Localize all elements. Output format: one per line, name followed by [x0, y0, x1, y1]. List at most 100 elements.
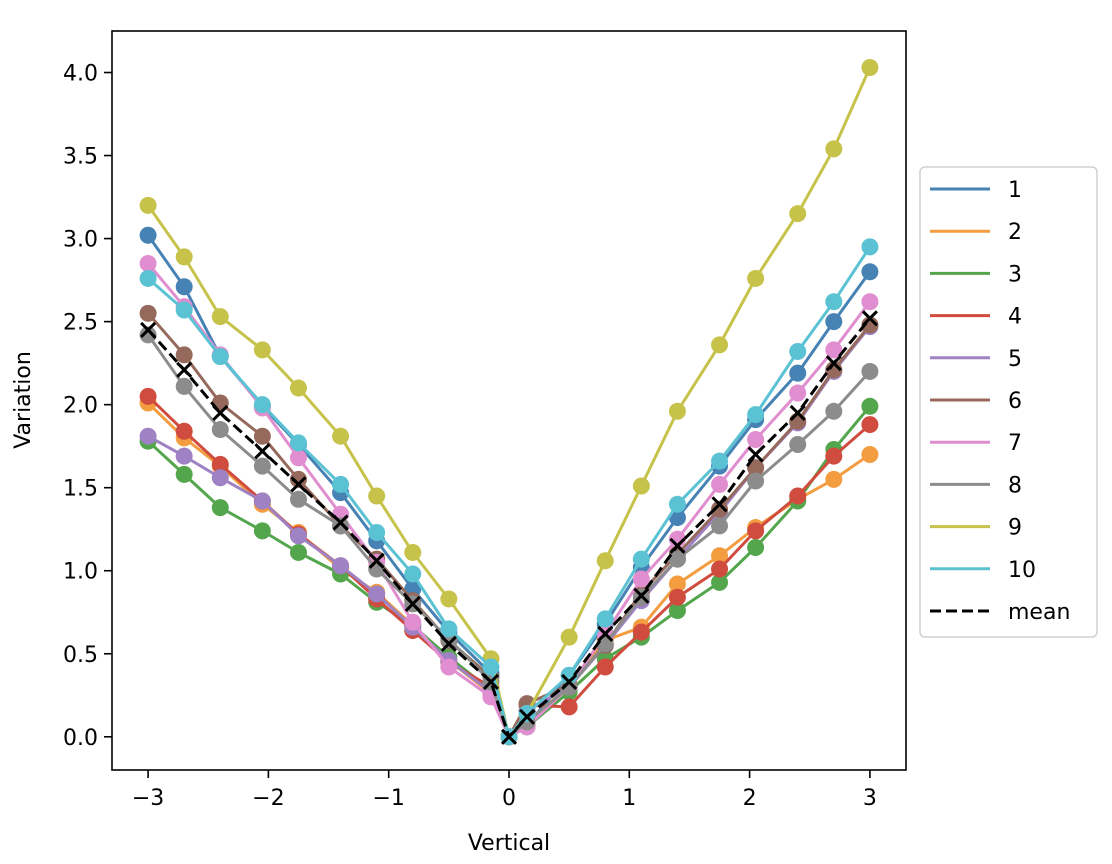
y-axis-label: Variation	[11, 351, 36, 449]
data-point	[747, 538, 765, 556]
data-point	[711, 547, 729, 565]
data-point	[825, 341, 843, 359]
data-point	[560, 678, 578, 696]
mean-point	[500, 728, 518, 745]
data-point	[139, 427, 157, 445]
mean-point	[561, 673, 578, 691]
data-point	[711, 573, 729, 591]
data-point	[747, 522, 765, 540]
data-point	[211, 421, 229, 439]
data-point	[332, 475, 350, 493]
mean-point	[789, 404, 806, 422]
series-line-10	[147, 246, 872, 739]
data-point	[368, 560, 386, 578]
data-point	[211, 455, 229, 473]
data-point	[211, 469, 229, 487]
data-point	[861, 263, 879, 281]
data-point	[175, 346, 193, 364]
data-point	[825, 447, 843, 465]
data-point	[332, 427, 350, 445]
x-axis-label: Vertical	[468, 831, 550, 856]
data-point	[596, 610, 614, 628]
data-point	[139, 304, 157, 322]
data-point	[253, 492, 271, 510]
data-point	[211, 499, 229, 517]
series-mean	[140, 310, 878, 745]
mean-point	[140, 321, 157, 338]
mean-point	[176, 361, 193, 378]
mean-point	[861, 310, 878, 327]
y-axis: 0.0 0.5 1.0 1.5 2.0 2.5 3.0 3.5 4.0	[63, 62, 112, 751]
data-point	[789, 205, 807, 223]
mean-point	[747, 446, 764, 463]
data-point	[789, 343, 807, 361]
data-point	[175, 377, 193, 395]
data-point	[440, 620, 458, 638]
mean-point	[711, 496, 728, 513]
data-point	[861, 362, 879, 380]
data-point	[404, 565, 422, 583]
data-point	[440, 658, 458, 676]
data-point	[789, 487, 807, 505]
data-point	[253, 457, 271, 475]
data-point	[289, 449, 307, 467]
data-point	[825, 470, 843, 488]
data-point	[711, 560, 729, 578]
data-point	[175, 278, 193, 296]
data-point	[139, 254, 157, 272]
data-point	[668, 550, 686, 568]
data-point	[560, 628, 578, 646]
legend-label: 10	[1008, 558, 1036, 583]
data-point	[668, 402, 686, 420]
data-point	[253, 427, 271, 445]
data-point	[289, 527, 307, 545]
mean-point	[518, 708, 536, 725]
mean-point	[290, 476, 307, 493]
x-tick-label: −3	[132, 786, 164, 811]
data-point	[711, 517, 729, 535]
data-point	[211, 347, 229, 365]
y-tick-label: 3.0	[63, 228, 98, 253]
x-tick-label: −1	[372, 786, 404, 811]
data-point	[861, 416, 879, 434]
data-point	[632, 570, 650, 588]
data-point	[139, 226, 157, 244]
data-point	[289, 490, 307, 508]
x-tick-label: 0	[502, 786, 516, 811]
data-point	[404, 613, 422, 631]
x-tick-label: −2	[252, 786, 284, 811]
data-point	[289, 543, 307, 561]
data-point	[861, 238, 879, 256]
data-point	[789, 364, 807, 382]
x-axis: −3 −2 −1 0 1 2 3	[132, 770, 877, 811]
legend-label: 8	[1008, 473, 1022, 498]
data-point	[139, 387, 157, 405]
mean-point	[482, 673, 500, 691]
data-point	[668, 495, 686, 513]
data-point	[139, 269, 157, 287]
data-point	[711, 452, 729, 470]
data-point	[175, 422, 193, 440]
y-tick-label: 2.0	[63, 394, 98, 419]
series-layer	[139, 59, 879, 746]
series-9	[139, 59, 879, 746]
mean-point	[254, 443, 271, 460]
data-point	[596, 552, 614, 570]
data-point	[632, 623, 650, 641]
data-point	[861, 397, 879, 415]
legend-label: 3	[1008, 262, 1022, 287]
data-point	[404, 543, 422, 561]
data-point	[175, 301, 193, 319]
y-tick-label: 2.5	[63, 311, 98, 336]
data-point	[368, 524, 386, 542]
data-point	[253, 522, 271, 540]
data-point	[139, 196, 157, 214]
data-point	[747, 431, 765, 449]
x-tick-label: 1	[622, 786, 636, 811]
legend-label: 7	[1008, 431, 1022, 456]
x-tick-label: 3	[863, 786, 877, 811]
data-point	[404, 580, 422, 598]
y-tick-label: 4.0	[63, 62, 98, 87]
